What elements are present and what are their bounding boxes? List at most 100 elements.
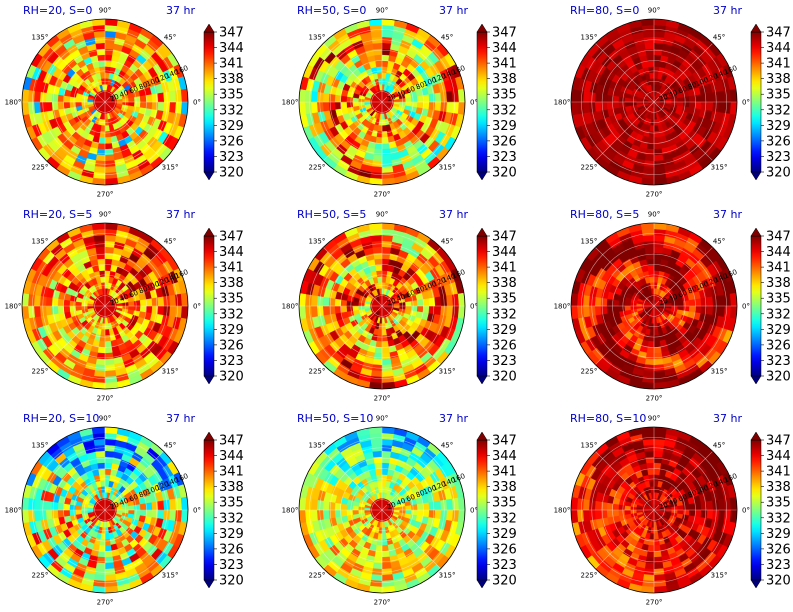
angle-tick-label: 225°: [581, 368, 598, 376]
colorbar-tick-label: 347: [766, 230, 791, 245]
angle-tick-label: 0°: [470, 303, 478, 311]
time-label: 37 hr: [439, 208, 468, 221]
angle-tick-label: 90°: [376, 211, 388, 219]
angle-tick-label: 270°: [97, 599, 114, 607]
polar-grid: [21, 18, 189, 186]
colorbar-tick-label: 338: [766, 72, 791, 87]
radial-tick-label: 40: [119, 497, 130, 508]
angle-tick-label: 315°: [711, 572, 728, 580]
colorbar-tick-label: 323: [766, 558, 791, 573]
angle-tick-label: 45°: [441, 33, 453, 41]
panel-title: RH=20, S=0: [23, 4, 92, 17]
colorbar-tick-label: 329: [219, 119, 244, 134]
colorbar-tick-label: 323: [766, 354, 791, 369]
angle-tick-label: 270°: [646, 395, 663, 403]
angle-tick-label: 135°: [32, 33, 49, 41]
colorbar-tick-label: 344: [219, 449, 244, 464]
polar-grid: [570, 426, 738, 594]
radial-tick-label: 40: [396, 293, 407, 304]
angle-tick-label: 270°: [646, 191, 663, 199]
angle-tick-label: 315°: [439, 368, 456, 376]
radial-tick-label: 20: [386, 93, 397, 104]
angle-tick-label: 45°: [713, 237, 725, 245]
angle-tick-label: 315°: [711, 164, 728, 172]
colorbar-tick-label: 320: [492, 370, 517, 385]
angle-tick-label: 315°: [439, 572, 456, 580]
colorbar-tick-label: 323: [492, 150, 517, 165]
polar-grid: [298, 222, 466, 390]
colorbar-tick-label: 338: [492, 480, 517, 495]
angle-tick-label: 270°: [374, 191, 391, 199]
colorbar-extend-min: [750, 579, 762, 589]
colorbar-tick-label: 320: [766, 574, 791, 589]
panel-title: RH=50, S=0: [297, 4, 366, 17]
colorbar-tick-label: 332: [219, 307, 244, 322]
colorbar-tick-label: 329: [492, 527, 517, 542]
colorbar-extend-min: [476, 579, 488, 589]
angle-tick-label: 180°: [5, 507, 22, 515]
colorbar-tick-label: 332: [492, 511, 517, 526]
angle-tick-label: 135°: [581, 33, 598, 41]
colorbar-tick-label: 329: [766, 119, 791, 134]
angle-tick-label: 225°: [309, 572, 326, 580]
colorbar-tick-label: 338: [766, 276, 791, 291]
colorbar-tick-label: 329: [766, 527, 791, 542]
colorbar-tick-label: 347: [766, 434, 791, 449]
colorbar-tick-label: 347: [219, 434, 244, 449]
angle-tick-label: 0°: [742, 99, 750, 107]
colorbar-tick-label: 335: [219, 496, 244, 511]
radial-tick-label: 20: [658, 501, 669, 512]
colorbar-tick-label: 320: [219, 370, 244, 385]
colorbar-tick-label: 323: [766, 150, 791, 165]
radial-tick-label: 20: [386, 501, 397, 512]
colorbar-tick-label: 341: [219, 261, 244, 276]
radial-tick-label: 20: [109, 93, 120, 104]
angle-tick-label: 225°: [32, 368, 49, 376]
radial-tick-label: 40: [668, 89, 679, 100]
radial-tick-label: 20: [386, 297, 397, 308]
time-label: 37 hr: [439, 412, 468, 425]
colorbar-tick-label: 323: [492, 558, 517, 573]
colorbar-tick-label: 347: [492, 230, 517, 245]
angle-tick-label: 45°: [164, 441, 176, 449]
radial-tick-label: 60: [405, 85, 416, 96]
colorbar-tick-label: 344: [492, 449, 517, 464]
colorbar-extend-max: [203, 23, 215, 33]
polar-panel: 90°45°0°315°270°225°180°135°204060801001…: [554, 208, 791, 403]
polar-panel: 90°45°0°315°270°225°180°135°204060801001…: [282, 412, 517, 607]
colorbar-extend-min: [750, 171, 762, 181]
colorbar-tick-label: 335: [219, 292, 244, 307]
colorbar-extend-max: [750, 23, 762, 33]
radial-tick-label: 80: [138, 285, 149, 296]
colorbar-tick-label: 338: [766, 480, 791, 495]
angle-tick-label: 45°: [164, 33, 176, 41]
colorbar-tick-label: 329: [766, 323, 791, 338]
radial-tick-label: 60: [405, 493, 416, 504]
polar-frame: [298, 18, 466, 186]
radial-tick-label: 80: [687, 81, 698, 92]
polar-frame: [298, 222, 466, 390]
colorbar-extend-min: [203, 171, 215, 181]
angle-tick-label: 90°: [99, 211, 111, 219]
radial-tick-label: 80: [687, 285, 698, 296]
angle-tick-label: 45°: [164, 237, 176, 245]
angle-tick-label: 135°: [32, 237, 49, 245]
angle-tick-label: 270°: [374, 395, 391, 403]
angle-tick-label: 45°: [441, 237, 453, 245]
angle-tick-label: 315°: [162, 368, 179, 376]
angle-tick-label: 0°: [193, 303, 201, 311]
angle-tick-label: 180°: [554, 303, 571, 311]
colorbar-tick-label: 341: [766, 57, 791, 72]
angle-tick-label: 90°: [376, 7, 388, 15]
angle-tick-label: 270°: [374, 599, 391, 607]
time-label: 37 hr: [166, 208, 195, 221]
colorbar-extend-min: [750, 375, 762, 385]
colorbar-extend-max: [750, 431, 762, 441]
colorbar-tick-label: 320: [219, 166, 244, 181]
colorbar-extend-max: [476, 227, 488, 237]
